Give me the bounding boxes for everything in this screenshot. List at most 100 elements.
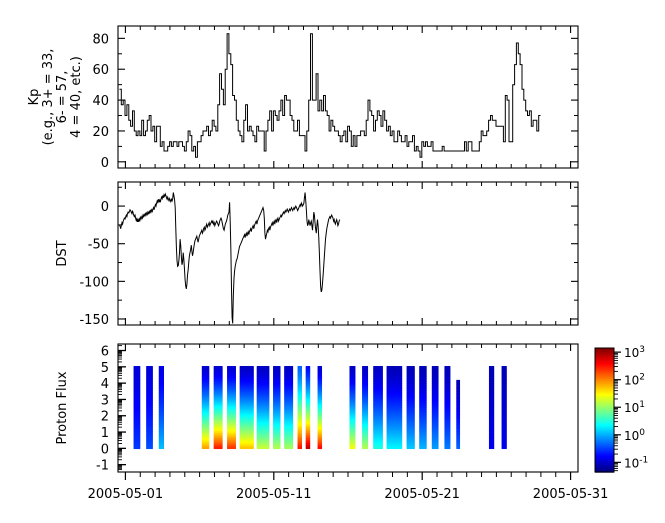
proton-flux-cell	[227, 422, 236, 426]
colorbar-cell	[595, 363, 614, 365]
colorbar-cell	[595, 386, 614, 388]
proton-flux-cell	[213, 429, 223, 432]
proton-flux-cell	[419, 427, 427, 431]
proton-flux-cell	[146, 376, 153, 379]
proton-flux-cell	[349, 378, 356, 381]
proton-flux-cell	[386, 414, 403, 417]
proton-flux-cell	[284, 405, 294, 408]
proton-flux-cell	[406, 415, 415, 419]
proton-flux-cell	[256, 446, 270, 450]
proton-flux-cell	[362, 417, 369, 420]
proton-flux-cell	[297, 419, 302, 422]
proton-flux-cell	[373, 407, 383, 410]
proton-flux-cell	[213, 388, 223, 391]
colorbar-cell	[595, 355, 614, 357]
proton-flux-cell	[406, 429, 415, 432]
proton-flux-cell	[158, 396, 164, 400]
proton-flux-cell	[239, 378, 254, 381]
proton-flux-cell	[501, 395, 507, 398]
proton-flux-cell	[158, 403, 164, 407]
colorbar-cell	[595, 452, 614, 455]
proton-flux-cell	[317, 407, 323, 410]
proton-flux-cell	[256, 426, 270, 429]
proton-flux-cell	[501, 438, 507, 441]
colorbar-tick-label: 103	[624, 345, 645, 360]
proton-flux-cell	[419, 374, 427, 378]
colorbar-cell	[595, 396, 614, 399]
proton-flux-cell	[431, 386, 439, 390]
proton-flux-cell	[373, 402, 383, 405]
proton-flux-cell	[488, 429, 495, 432]
proton-flux-cell	[317, 441, 323, 444]
proton-flux-cell	[256, 436, 270, 439]
proton-flux-cell	[373, 395, 383, 398]
proton-flux-cell	[373, 431, 383, 434]
kp-axis-label-line-2: 6- = 57,	[55, 71, 70, 124]
proton-flux-cell	[201, 383, 210, 386]
proton-flux-cell	[239, 396, 254, 400]
colorbar-cell	[595, 348, 614, 351]
proton-flux-cell	[213, 400, 223, 403]
proton-flux-cell	[349, 403, 356, 407]
proton-flux-cell	[349, 420, 356, 424]
proton-flux-cell	[488, 378, 495, 381]
proton-flux-cell	[273, 441, 281, 444]
proton-flux-cell	[284, 376, 294, 379]
proton-flux-cell	[213, 367, 223, 371]
proton-flux-cell	[297, 426, 302, 429]
proton-flux-cell	[284, 438, 294, 441]
proton-flux-cell	[317, 424, 323, 427]
proton-flux-cell	[201, 434, 210, 438]
proton-flux-cell	[349, 429, 356, 432]
proton-flux-cell	[431, 393, 439, 396]
proton-flux-cell	[406, 424, 415, 427]
proton-flux-cell	[133, 424, 141, 427]
proton-flux-cell	[444, 415, 451, 419]
colorbar-cell	[595, 451, 614, 454]
proton-flux-cell	[373, 432, 383, 436]
proton-flux-cell	[488, 369, 495, 372]
proton-flux-cell	[373, 427, 383, 431]
proton-flux-cell	[239, 381, 254, 384]
proton-flux-cell	[317, 393, 323, 396]
proton-flux-cell	[317, 367, 323, 371]
proton-flux-cell	[373, 390, 383, 393]
proton-flux-cell	[305, 427, 311, 431]
proton-flux-cell	[297, 381, 302, 384]
proton-flux-cell	[201, 438, 210, 441]
proton-flux-cell	[431, 395, 439, 398]
proton-flux-cell	[456, 385, 461, 388]
proton-flux-cell	[406, 414, 415, 417]
proton-flux-cell	[305, 420, 311, 424]
proton-flux-cell	[419, 381, 427, 384]
proton-flux-cell	[373, 372, 383, 376]
proton-flux-cell	[488, 410, 495, 414]
proton-flux-cell	[273, 366, 281, 369]
proton-flux-cell	[256, 417, 270, 420]
proton-flux-cell	[213, 395, 223, 398]
proton-flux-cell	[406, 432, 415, 436]
proton-flux-cell	[406, 371, 415, 374]
proton-flux-cell	[273, 427, 281, 431]
proton-flux-cell	[284, 434, 294, 438]
proton-flux-cell	[456, 432, 461, 435]
proton-flux-cell	[501, 446, 507, 450]
colorbar-cell	[595, 389, 614, 392]
proton-flux-cell	[456, 381, 461, 384]
proton-flux-cell	[239, 369, 254, 372]
proton-flux-cell	[284, 386, 294, 390]
proton-flux-cell	[501, 443, 507, 446]
proton-flux-cell	[158, 395, 164, 398]
proton-flux-cell	[256, 398, 270, 402]
colorbar-cell	[595, 352, 614, 355]
proton-flux-cell	[406, 446, 415, 450]
proton-flux-cell	[444, 396, 451, 400]
proton-flux-cell	[406, 431, 415, 434]
colorbar-cell	[595, 439, 614, 441]
proton-flux-cell	[227, 403, 236, 407]
proton-flux-cell	[213, 431, 223, 434]
proton-flux-cell	[297, 376, 302, 379]
colorbar-cell	[595, 405, 614, 408]
proton-flux-cell	[317, 396, 323, 400]
